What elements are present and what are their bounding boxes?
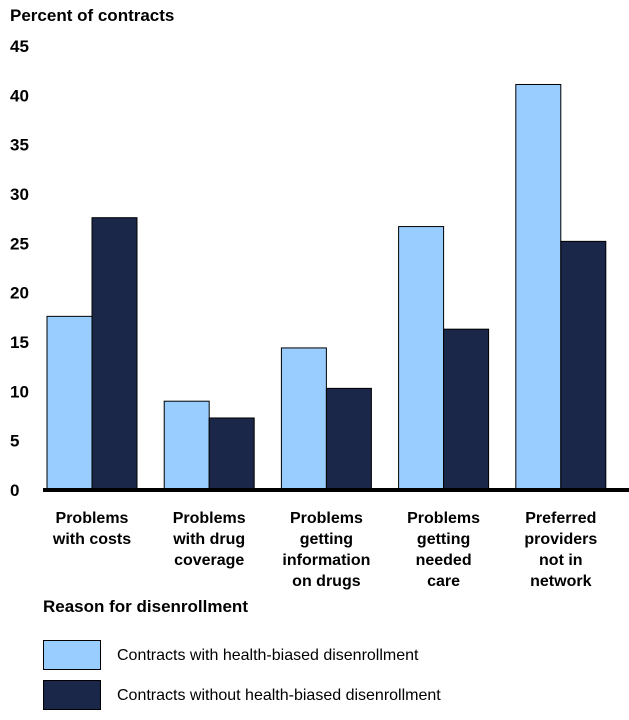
y-tick-label: 45 (10, 37, 29, 56)
legend-swatch-navy (43, 680, 101, 710)
bar-series-0-cat-2 (280, 347, 327, 491)
bars (46, 83, 607, 491)
y-tick-label: 10 (10, 382, 29, 401)
legend-swatch-light-blue (43, 640, 101, 670)
x-category-label: Preferred providers not in network (524, 510, 597, 590)
y-tick-labels: 0 5 10 15 20 25 30 35 40 45 (10, 37, 29, 500)
bar-series-1-cat-2 (325, 387, 372, 491)
y-tick-label: 25 (10, 234, 29, 253)
bar-series-0-cat-4 (515, 83, 562, 491)
bar-series-1-cat-0 (91, 217, 138, 491)
bar-series-0-cat-1 (163, 400, 210, 491)
bar-series-0-cat-3 (398, 226, 445, 491)
y-tick-label: 30 (10, 185, 29, 204)
x-axis-title: Reason for disenrollment (43, 597, 248, 616)
bar-series-1-cat-1 (208, 417, 255, 491)
x-category-label: Problems with drug coverage (172, 510, 246, 569)
legend-label: Contracts without health-biased disenrol… (117, 687, 441, 704)
x-category-label: Problems with costs (52, 510, 131, 548)
bar-series-1-cat-4 (560, 240, 607, 491)
y-tick-label: 15 (10, 333, 29, 352)
legend-label: Contracts with health-biased disenrollme… (117, 647, 419, 664)
y-tick-label: 20 (10, 284, 29, 303)
y-tick-label: 0 (10, 481, 19, 500)
y-tick-label: 35 (10, 136, 29, 155)
y-axis-title: Percent of contracts (10, 6, 175, 25)
x-category-labels: Problems with costs Problems with drug cover… (52, 510, 597, 590)
bar-series-0-cat-0 (46, 315, 93, 491)
x-category-label: Problems getting needed care (407, 510, 480, 590)
x-category-label: Problems getting information on drugs (282, 510, 370, 590)
bar-series-1-cat-3 (443, 328, 490, 491)
y-tick-label: 5 (10, 432, 19, 451)
y-tick-label: 40 (10, 86, 29, 105)
